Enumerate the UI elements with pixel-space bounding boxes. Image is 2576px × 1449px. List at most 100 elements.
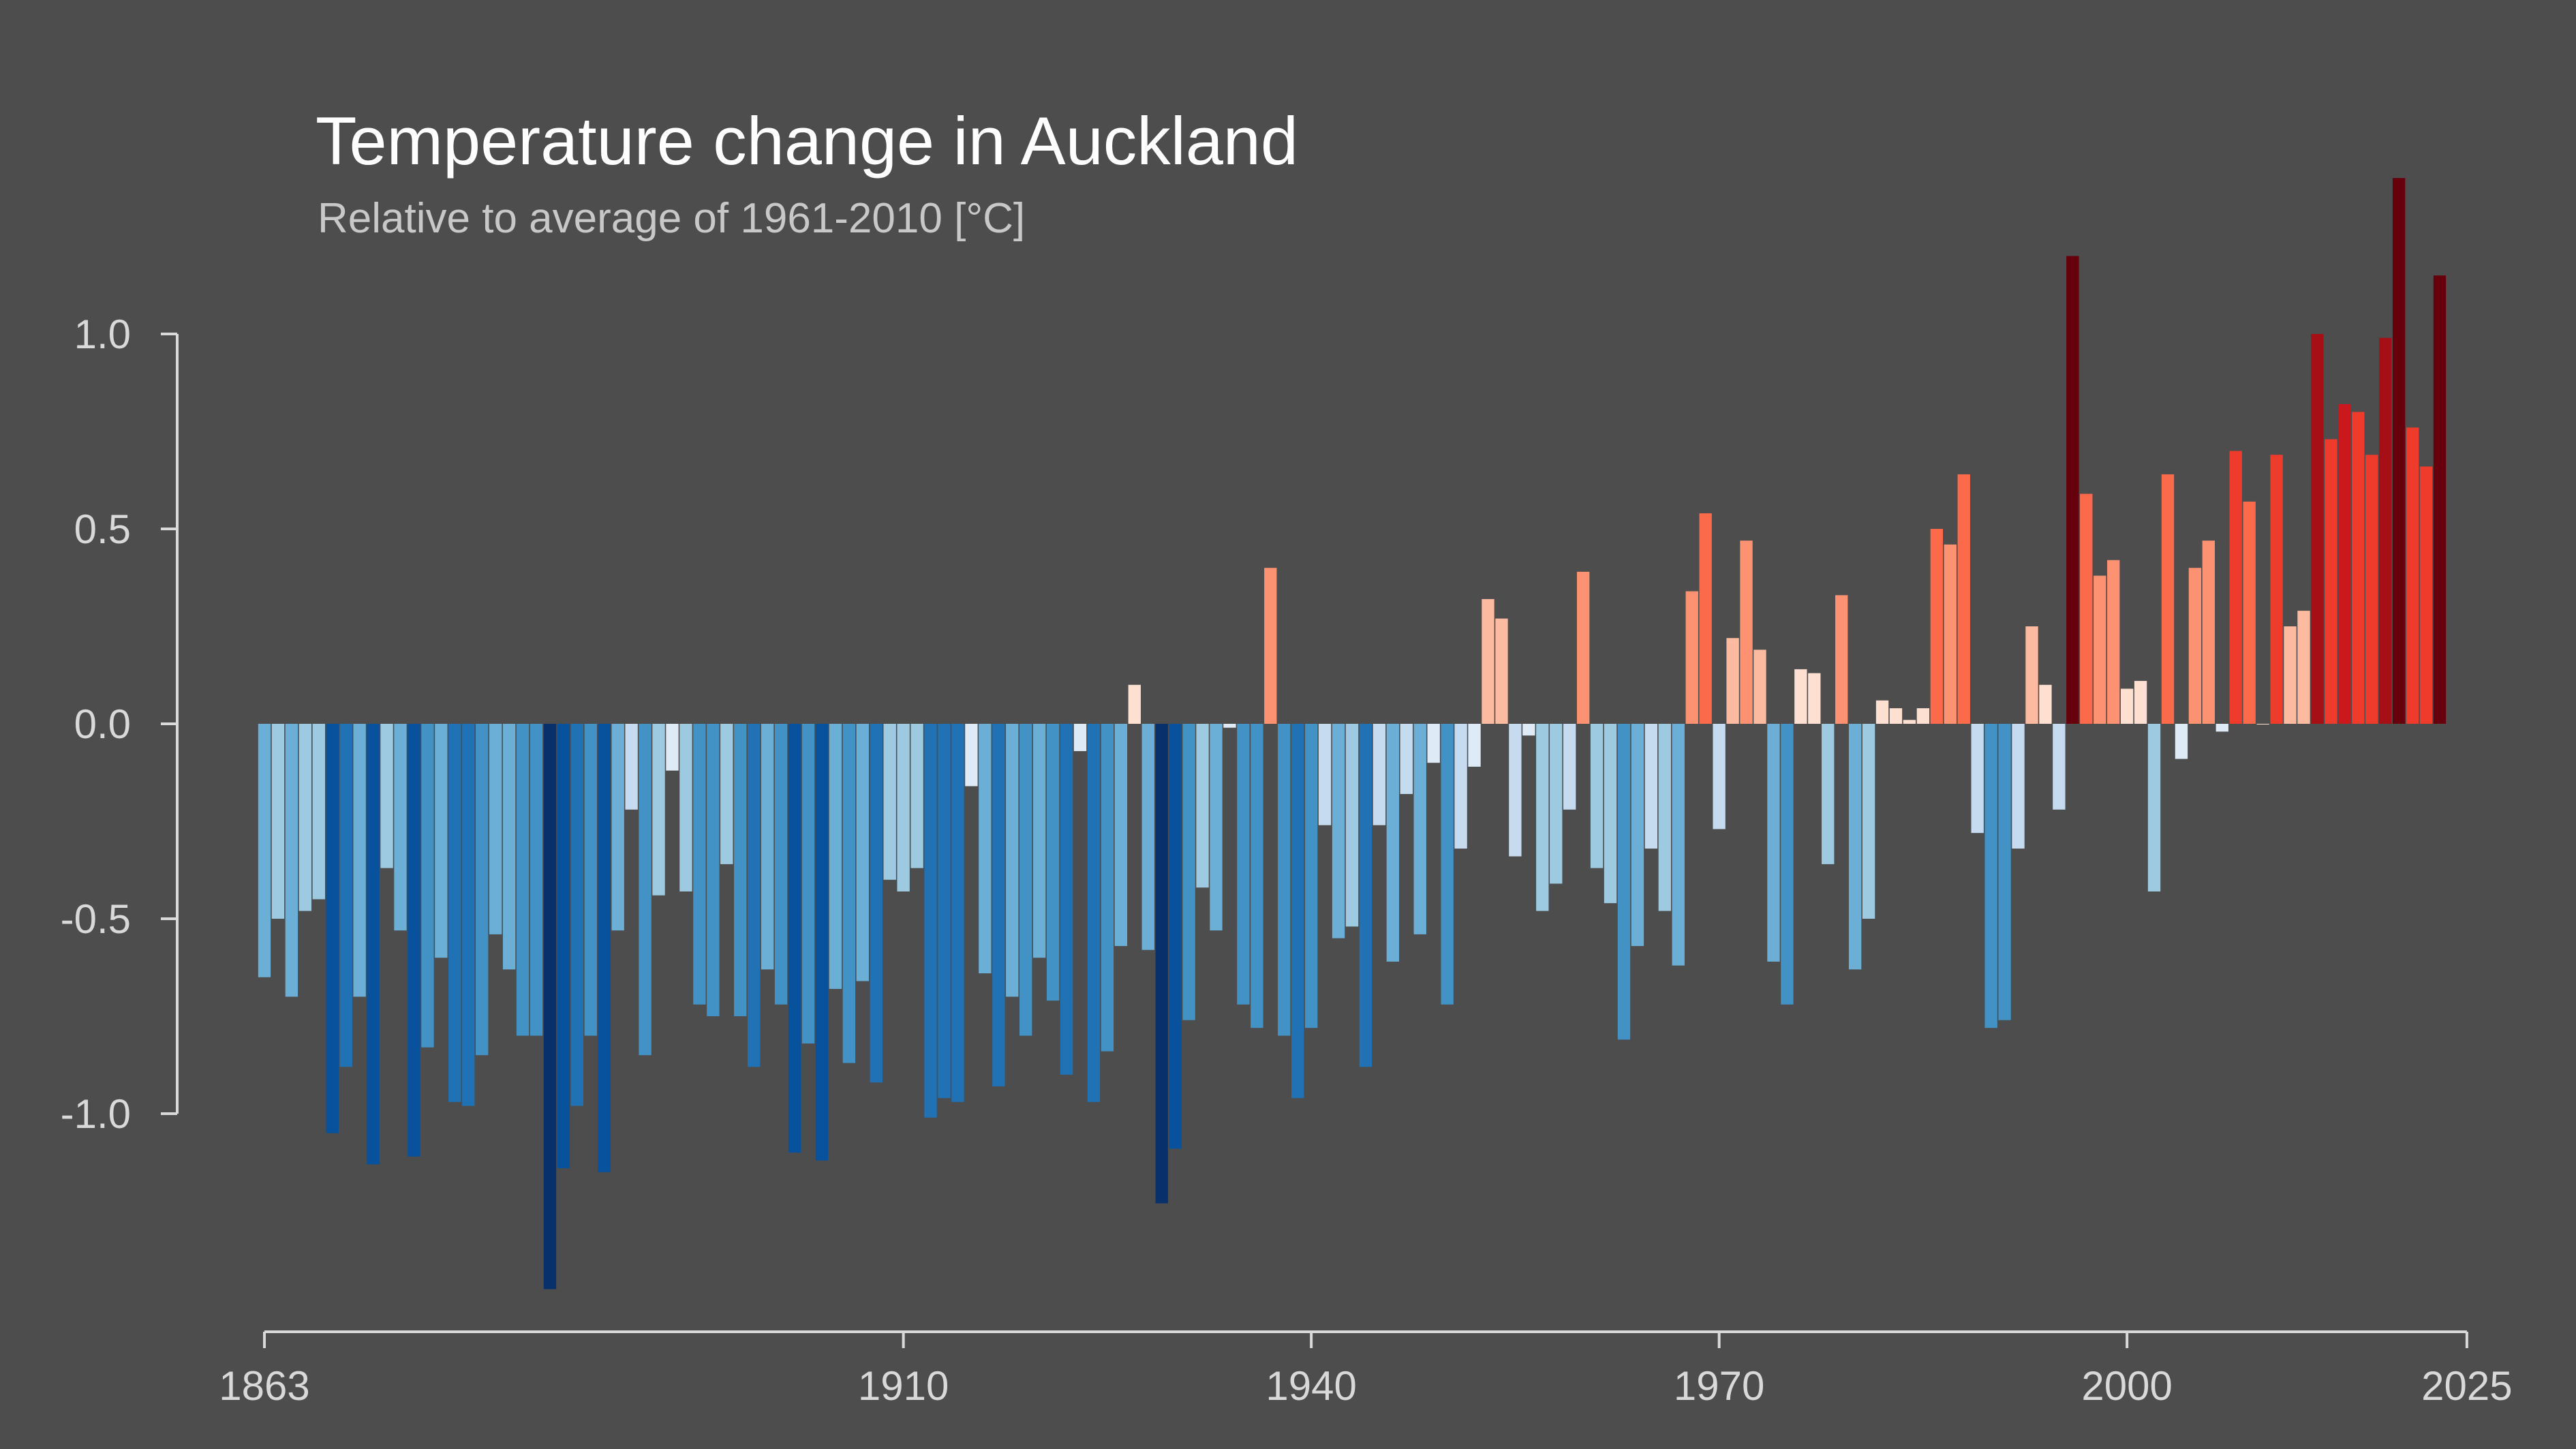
bar-1939 xyxy=(1291,724,1304,1099)
bar-1962 xyxy=(1604,724,1617,904)
bar-1946 xyxy=(1386,724,1400,962)
bar-1999 xyxy=(2107,560,2120,724)
bars-group xyxy=(258,178,2447,1290)
bar-1949 xyxy=(1427,724,1440,763)
bar-1991 xyxy=(1998,724,2011,1020)
bar-2001 xyxy=(2134,681,2147,724)
bar-1956 xyxy=(1522,724,1535,736)
bar-2009 xyxy=(2243,501,2256,724)
bar-1925 xyxy=(1101,724,1114,1052)
bar-2020 xyxy=(2392,178,2406,724)
bar-1992 xyxy=(2012,724,2025,849)
chart-title: Temperature change in Auckland xyxy=(316,103,1298,179)
bar-1940 xyxy=(1304,724,1318,1028)
bar-1980 xyxy=(1848,724,1862,970)
bar-2007 xyxy=(2215,724,2228,732)
y-tick-label: 0.0 xyxy=(74,701,131,747)
x-tick-label: 1970 xyxy=(1674,1363,1764,1409)
bar-1875 xyxy=(421,724,434,1048)
bar-1880 xyxy=(489,724,502,934)
bar-1921 xyxy=(1046,724,1060,1001)
bar-1923 xyxy=(1073,724,1087,752)
bar-2015 xyxy=(2325,439,2337,724)
bar-1882 xyxy=(516,724,530,1036)
bar-1868 xyxy=(326,724,339,1133)
x-tick-label: 1910 xyxy=(858,1363,949,1409)
bar-2023 xyxy=(2433,275,2447,724)
bar-1964 xyxy=(1631,724,1644,947)
bar-1936 xyxy=(1251,724,1263,1028)
bar-1994 xyxy=(2039,684,2052,724)
bar-1886 xyxy=(570,724,584,1106)
bar-1997 xyxy=(2080,493,2093,724)
bar-1908 xyxy=(870,724,883,1083)
bar-1924 xyxy=(1087,724,1101,1102)
bar-1938 xyxy=(1278,724,1291,1036)
bar-1920 xyxy=(1032,724,1046,958)
bar-1878 xyxy=(462,724,475,1106)
bar-1883 xyxy=(530,724,543,1036)
bar-1871 xyxy=(367,724,380,1165)
bar-1896 xyxy=(707,724,720,1016)
bar-2016 xyxy=(2338,403,2351,724)
bar-1890 xyxy=(625,724,638,810)
bar-1934 xyxy=(1223,724,1236,728)
bar-1948 xyxy=(1413,724,1426,934)
bar-1904 xyxy=(815,724,829,1161)
y-tick-label: 0.5 xyxy=(74,506,131,552)
bar-1866 xyxy=(298,724,312,911)
bar-1909 xyxy=(883,724,896,880)
bar-1977 xyxy=(1808,673,1821,724)
bar-2006 xyxy=(2202,540,2215,724)
x-tick-label: 1940 xyxy=(1266,1363,1356,1409)
bar-1944 xyxy=(1359,724,1373,1067)
bar-1915 xyxy=(965,724,978,787)
bar-1995 xyxy=(2053,724,2066,810)
bar-1972 xyxy=(1740,540,1753,724)
bar-1953 xyxy=(1482,598,1494,724)
bar-1942 xyxy=(1332,724,1345,939)
bar-1907 xyxy=(856,724,869,981)
bar-1988 xyxy=(1957,474,1970,724)
bar-1913 xyxy=(938,724,951,1099)
bar-2011 xyxy=(2270,455,2283,724)
bar-1993 xyxy=(2025,626,2038,724)
bar-1989 xyxy=(1971,724,1984,834)
bar-1961 xyxy=(1590,724,1604,868)
bar-1877 xyxy=(448,724,461,1102)
bar-1876 xyxy=(435,724,448,958)
bar-1870 xyxy=(353,724,366,997)
bar-1933 xyxy=(1210,724,1223,931)
bar-1874 xyxy=(408,724,420,1157)
bar-1998 xyxy=(2094,575,2106,724)
bar-2003 xyxy=(2161,474,2175,724)
bar-1976 xyxy=(1794,669,1807,724)
x-tick-label: 2000 xyxy=(2081,1363,2172,1409)
bar-2021 xyxy=(2406,427,2419,724)
bar-1985 xyxy=(1916,708,1930,724)
bar-1922 xyxy=(1060,724,1073,1075)
bar-1983 xyxy=(1889,708,1903,724)
bar-2004 xyxy=(2175,724,2188,759)
bar-1945 xyxy=(1373,724,1386,825)
bar-1902 xyxy=(788,724,801,1153)
bar-1865 xyxy=(285,724,298,997)
bar-1884 xyxy=(543,724,557,1290)
bar-2013 xyxy=(2297,611,2310,724)
bar-1885 xyxy=(557,724,570,1169)
bar-1947 xyxy=(1400,724,1413,794)
chart-subtitle: Relative to average of 1961-2010 [°C] xyxy=(318,195,1026,242)
bar-1863 xyxy=(258,724,271,977)
bar-1906 xyxy=(842,724,856,1063)
bar-1898 xyxy=(734,724,747,1016)
bar-1970 xyxy=(1713,724,1726,829)
bar-1979 xyxy=(1835,595,1848,724)
bar-1872 xyxy=(380,724,393,868)
bar-1889 xyxy=(611,724,624,931)
bar-1958 xyxy=(1550,724,1563,884)
bar-1869 xyxy=(339,724,352,1067)
bar-1893 xyxy=(666,724,679,771)
bar-1894 xyxy=(679,724,692,891)
bar-1916 xyxy=(979,724,992,974)
bar-1918 xyxy=(1006,724,1019,997)
